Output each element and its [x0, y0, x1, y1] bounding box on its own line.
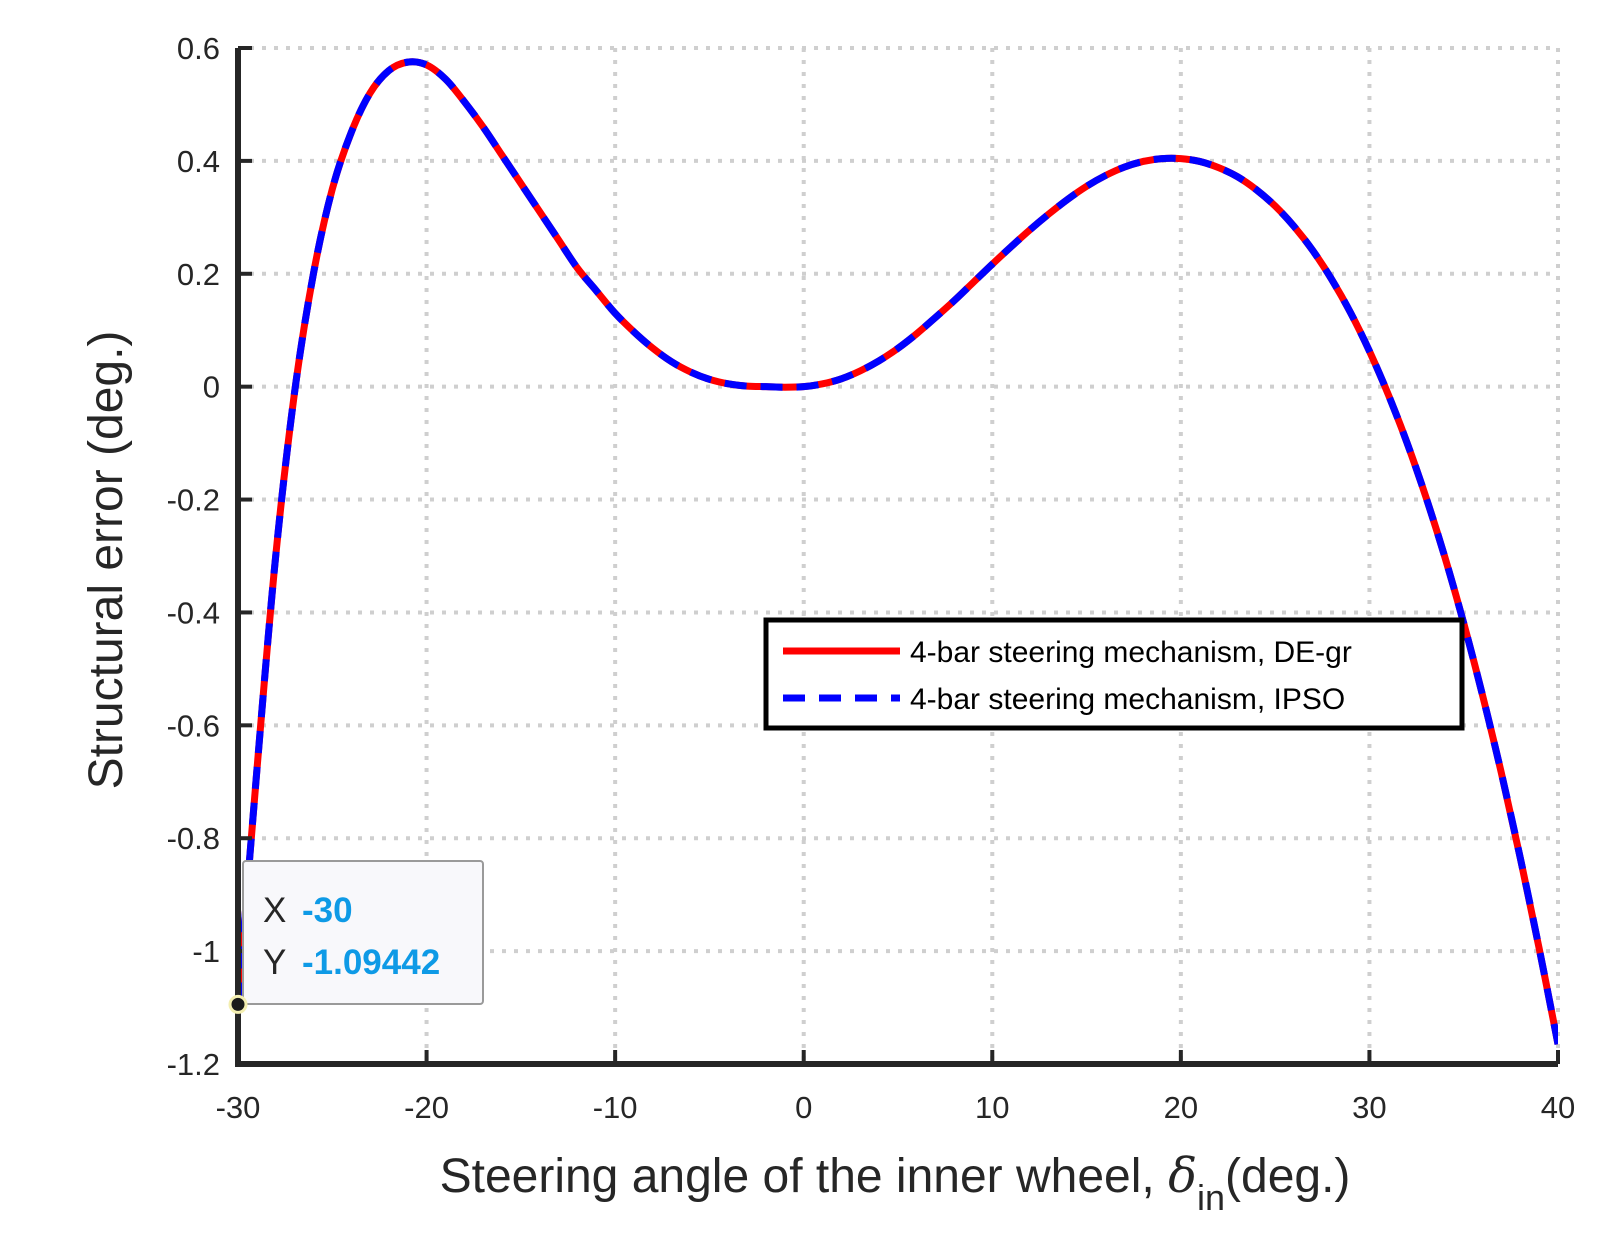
y-tick-label: -0.4 — [167, 595, 220, 630]
data-tip-marker[interactable] — [228, 994, 248, 1014]
y-tick-label: 0.2 — [177, 257, 220, 292]
data-tip-y-value: -1.09442 — [302, 943, 440, 982]
y-tick-label: -0.8 — [167, 821, 220, 856]
data-tip-y-key: Y — [263, 943, 286, 982]
legend-box — [763, 617, 1465, 731]
data-tip-x-value: -30 — [302, 891, 353, 930]
y-tick-label: 0 — [203, 370, 220, 405]
x-tick-label: -20 — [404, 1090, 449, 1125]
x-tick-label: -30 — [216, 1090, 261, 1125]
series-line-ipso — [238, 58, 1558, 1045]
data-tip-x-key: X — [263, 891, 286, 930]
x-tick-label: 10 — [975, 1090, 1009, 1125]
y-tick-label: -0.6 — [167, 708, 220, 743]
legend-label-de-gr: 4-bar steering mechanism, DE-gr — [910, 636, 1352, 669]
y-tick-label: 0.6 — [177, 31, 220, 66]
x-tick-label: 40 — [1541, 1090, 1575, 1125]
x-axis-title: Steering angle of the inner wheel, δin(d… — [440, 1148, 1351, 1218]
axes — [235, 48, 1558, 1067]
x-tick-label: -10 — [593, 1090, 638, 1125]
y-axis-title: Structural error (deg.) — [80, 331, 133, 790]
data-tip-box — [242, 860, 484, 1005]
legend-label-ipso: 4-bar steering mechanism, IPSO — [910, 683, 1345, 716]
data-tip[interactable]: X -30 Y -1.09442 — [228, 860, 484, 1014]
x-tick-label: 20 — [1164, 1090, 1198, 1125]
y-tick-label: -0.2 — [167, 483, 220, 518]
x-tick-label: 0 — [795, 1090, 812, 1125]
tick-marks — [236, 46, 1560, 1066]
y-tick-labels: 0.6 0.4 0.2 0 -0.2 -0.4 -0.6 -0.8 -1 -1.2 — [167, 31, 220, 1082]
x-tick-labels: -30 -20 -10 0 10 20 30 40 — [216, 1090, 1576, 1125]
y-tick-label: -1.2 — [167, 1047, 220, 1082]
legend: 4-bar steering mechanism, DE-gr 4-bar st… — [763, 617, 1465, 731]
y-tick-label: 0.4 — [177, 144, 220, 179]
x-tick-label: 30 — [1352, 1090, 1386, 1125]
y-tick-label: -1 — [192, 934, 220, 969]
